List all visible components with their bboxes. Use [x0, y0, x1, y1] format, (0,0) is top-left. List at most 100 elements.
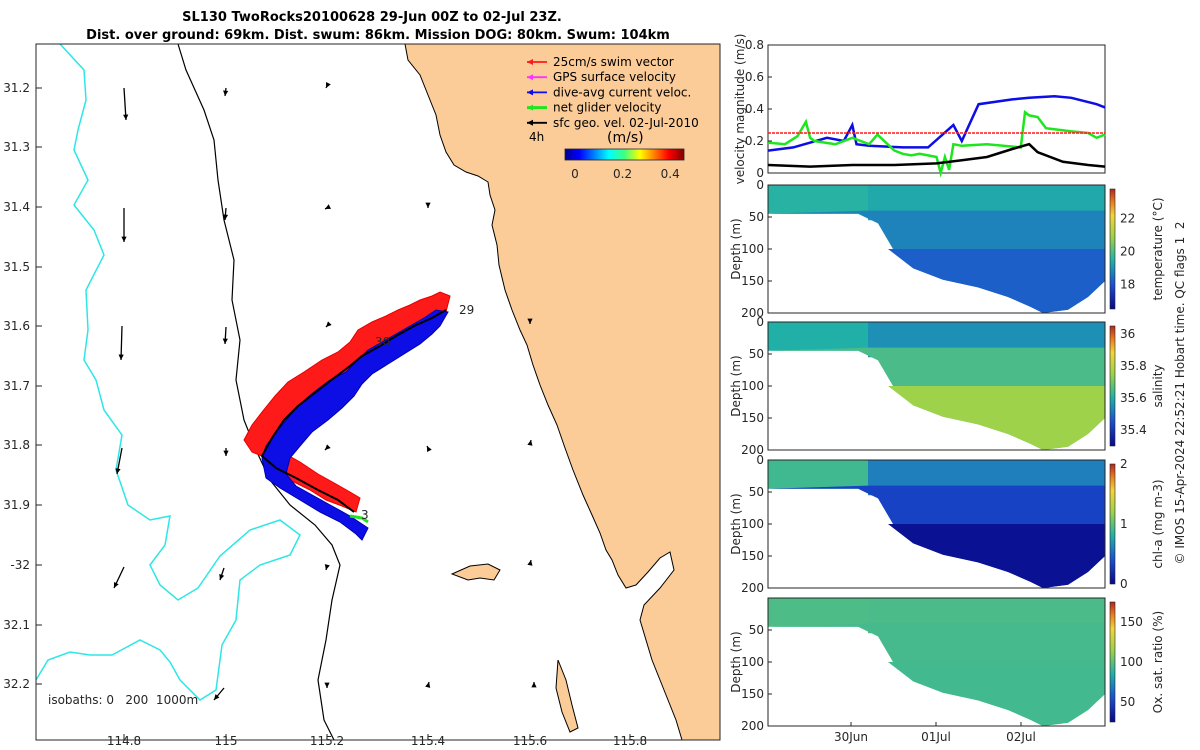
geo-velocity-arrowhead: [118, 354, 124, 360]
section-nearshore-fill: [768, 598, 868, 627]
section-ylabel: Depth (m): [729, 218, 743, 279]
map-ytick-label: 31.7: [3, 379, 30, 393]
isobaths-label: isobaths: 0 200 1000m: [48, 693, 198, 707]
map-ytick-label: 31.8: [3, 438, 30, 452]
map-xtick-label: 115.4: [411, 734, 445, 748]
section-ytick-label: 100: [741, 517, 764, 531]
section-ytick-label: 200: [741, 443, 764, 457]
geo-velocity-arrowhead: [121, 236, 127, 242]
velocity-ylabel: velocity magnitude (m/s): [733, 34, 747, 185]
track-label-3: 3: [361, 508, 369, 522]
island-garden: [555, 659, 579, 733]
figure-title-line-1: SL130 TwoRocks20100628 29-Jun 00Z to 02-…: [182, 10, 562, 25]
map-ytick-label: 31.4: [3, 200, 30, 214]
section-colorbar-tick-label: 2: [1120, 457, 1128, 471]
geo-velocity-arrowhead: [425, 202, 431, 208]
section-colorbar: [1109, 601, 1116, 723]
section-ytick-label: 50: [749, 623, 764, 637]
speed-colorbar-tick-label: 0.2: [613, 167, 632, 181]
geo-velocity-arrowhead: [324, 564, 330, 570]
section-colorbar-label: chl-a (mg m-3): [1151, 479, 1165, 568]
geo-velocity-arrowhead: [325, 444, 331, 450]
map-xtick-label: 115.8: [613, 734, 647, 748]
geo-velocity-arrowhead: [113, 582, 119, 588]
island-rottnest: [450, 563, 501, 581]
section-colorbar-tick-label: 0: [1120, 577, 1128, 591]
geo-velocity-arrowhead: [115, 468, 121, 474]
section-deep-fill: [888, 386, 1105, 450]
section-ylabel: Depth (m): [729, 631, 743, 692]
speed-colorbar-tick-label: 0: [571, 167, 579, 181]
geo-velocity-arrowhead: [425, 682, 431, 688]
section-colorbar-tick-label: 35.6: [1120, 391, 1147, 405]
section-ytick-label: 150: [741, 549, 764, 563]
legend-interval-label: 4h: [529, 130, 544, 144]
figure-title-line-2: Dist. over ground: 69km. Dist. swum: 86k…: [86, 28, 670, 43]
map-ytick-label: 32.1: [3, 618, 30, 632]
velocity-ytick-label: 0.4: [745, 102, 764, 116]
velocity-ytick-label: 0.2: [745, 134, 764, 148]
velocity-series-line: [767, 142, 1106, 168]
section-ytick-label: 100: [741, 379, 764, 393]
legend-label: GPS surface velocity: [553, 70, 676, 84]
geo-velocity-arrowhead: [326, 321, 332, 327]
velocity-series: [767, 94, 1106, 178]
speed-colorbar-tick-label: 0.4: [661, 167, 680, 181]
section-panel-salinity: 0 50 100 150 200 Depth (m) 35.4 35.6 35.8 36 salin…: [729, 315, 1165, 457]
geo-velocity-arrowhead: [219, 574, 225, 580]
geo-velocity-arrowhead: [527, 318, 533, 324]
section-colorbar-tick-label: 50: [1120, 695, 1135, 709]
section-ytick-label: 200: [741, 719, 764, 733]
section-colorbar-label: temperature (°C): [1151, 198, 1165, 301]
velocity-ytick-label: 0.6: [745, 70, 764, 84]
velocity-ytick-label: 0.8: [745, 38, 764, 52]
section-ylabel: Depth (m): [729, 355, 743, 416]
geo-velocity-arrowhead: [222, 214, 229, 220]
legend-label: dive-avg current veloc.: [553, 85, 691, 99]
geo-velocity-arrowhead: [222, 338, 228, 344]
legend-label: 25cm/s swim vector: [553, 55, 674, 69]
section-ylabel: Depth (m): [729, 493, 743, 554]
map-axes-box: [35, 43, 721, 741]
section-ytick-label: 150: [741, 274, 764, 288]
velocity-axis-ticks: 0 0.2 0.4 0.6 0.8: [745, 38, 772, 180]
section-ytick-label: 50: [749, 485, 764, 499]
section-xtick-label: 02Jul: [1006, 730, 1036, 744]
section-colorbar-tick-label: 20: [1120, 244, 1135, 258]
geo-velocity-arrowhead: [214, 694, 220, 700]
section-ytick-label: 0: [756, 453, 764, 467]
map-ytick-label: 31.2: [3, 81, 30, 95]
section-ytick-label: 150: [741, 687, 764, 701]
section-panel-chl-a: 0 50 100 150 200 Depth (m) 0 1 2 chl-a (mg m-3): [729, 453, 1165, 595]
map-ytick-label: -32: [10, 558, 30, 572]
velocity-series-line: [767, 94, 1106, 152]
section-xtick-label: 30Jun: [834, 730, 868, 744]
legend-arrowhead: [527, 104, 533, 111]
map-panel: 114.8 115 115.2 115.4 115.6 115.8 31.2 31.3 31.4…: [3, 43, 721, 748]
legend-arrowhead: [527, 119, 533, 126]
geo-velocity-arrowhead: [527, 440, 533, 446]
map-ytick-label: 31.3: [3, 140, 30, 154]
section-ytick-label: 0: [756, 315, 764, 329]
section-colorbar: [1109, 188, 1116, 310]
map-xtick-label: 115.2: [310, 734, 344, 748]
legend-label: sfc geo. vel. 02-Jul-2010: [553, 116, 699, 130]
section-ytick-label: 100: [741, 655, 764, 669]
track-label-30: 30: [375, 335, 390, 349]
section-nearshore-fill: [768, 185, 868, 214]
glider-track-line: [260, 309, 447, 513]
section-ytick-label: 150: [741, 411, 764, 425]
net-glider-segment: [349, 514, 369, 524]
section-colorbar-tick-label: 1: [1120, 517, 1128, 531]
isobath-1000m: [36, 44, 301, 701]
section-panel-ox--sat--ratio: 50 100 150 200 Depth (m) 50 100 150 Ox. sat. rat…: [729, 597, 1165, 744]
geo-velocity-arrowhead: [223, 90, 229, 96]
section-colorbar-tick-label: 150: [1120, 615, 1143, 629]
legend-label: net glider velocity: [553, 101, 661, 115]
section-colorbar: [1109, 325, 1116, 447]
colorbar-units: (m/s): [607, 130, 644, 146]
section-colorbar: [1109, 463, 1116, 585]
section-ytick-label: 50: [749, 210, 764, 224]
